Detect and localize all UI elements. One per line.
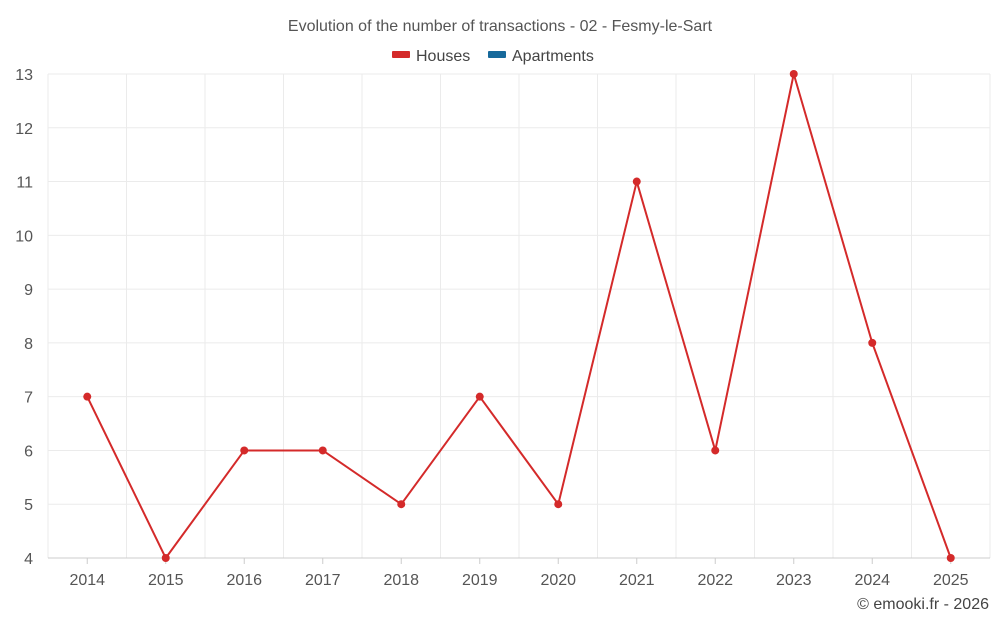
chart-title: Evolution of the number of transactions …: [288, 18, 713, 35]
data-point-houses-2017[interactable]: [318, 446, 327, 455]
series-houses: [83, 70, 955, 562]
data-point-houses-2016[interactable]: [240, 446, 249, 455]
x-tick-label-2021: 2021: [619, 572, 655, 589]
x-tick-label-2023: 2023: [776, 572, 812, 589]
x-tick-label-2020: 2020: [540, 572, 576, 589]
x-axis-ticks: 2014 2015 2016 2017 2018 2019 2020 2021 2022 2023…: [69, 572, 968, 589]
y-tick-label-4: 4: [24, 551, 33, 568]
data-point-houses-2024[interactable]: [868, 338, 877, 347]
legend: Houses Apartments: [392, 48, 594, 65]
x-tick-label-2014: 2014: [69, 572, 105, 589]
data-point-houses-2014[interactable]: [83, 392, 92, 401]
data-point-houses-2018[interactable]: [397, 500, 406, 509]
data-point-houses-2015[interactable]: [161, 554, 170, 562]
y-tick-label-7: 7: [24, 390, 33, 407]
legend-swatch-houses: [392, 51, 410, 58]
series-line-houses: [86, 73, 952, 559]
legend-label-houses: Houses: [416, 48, 470, 65]
y-tick-label-8: 8: [24, 336, 33, 353]
y-tick-label-10: 10: [15, 228, 33, 245]
y-tick-label-5: 5: [24, 497, 33, 514]
credit-text: © emooki.fr - 2026: [857, 596, 989, 613]
legend-item-apartments[interactable]: Apartments: [488, 48, 594, 65]
x-tick-label-2017: 2017: [305, 572, 341, 589]
data-point-houses-2022[interactable]: [711, 446, 720, 455]
data-point-houses-2025[interactable]: [946, 554, 955, 562]
data-point-houses-2021[interactable]: [632, 177, 641, 186]
y-tick-label-12: 12: [15, 121, 33, 138]
data-point-houses-2020[interactable]: [554, 500, 563, 509]
legend-swatch-apartments: [488, 51, 506, 58]
y-axis-ticks: 4 5 6 7 8 9 10 11 12 13: [15, 67, 33, 568]
y-tick-label-6: 6: [24, 443, 33, 460]
axes: [48, 557, 990, 564]
grid-lines: [47, 73, 991, 558]
x-tick-label-2022: 2022: [697, 572, 733, 589]
legend-label-apartments: Apartments: [512, 48, 594, 65]
y-tick-label-9: 9: [24, 282, 33, 299]
x-tick-label-2024: 2024: [854, 572, 890, 589]
x-tick-label-2025: 2025: [933, 572, 969, 589]
x-tick-label-2016: 2016: [226, 572, 262, 589]
y-tick-label-13: 13: [15, 67, 33, 84]
x-tick-label-2015: 2015: [148, 572, 184, 589]
x-tick-label-2018: 2018: [383, 572, 419, 589]
y-tick-label-11: 11: [16, 175, 33, 192]
data-point-houses-2023[interactable]: [789, 70, 798, 78]
legend-item-houses[interactable]: Houses: [392, 48, 470, 65]
data-point-houses-2019[interactable]: [475, 392, 484, 401]
x-tick-label-2019: 2019: [462, 572, 498, 589]
